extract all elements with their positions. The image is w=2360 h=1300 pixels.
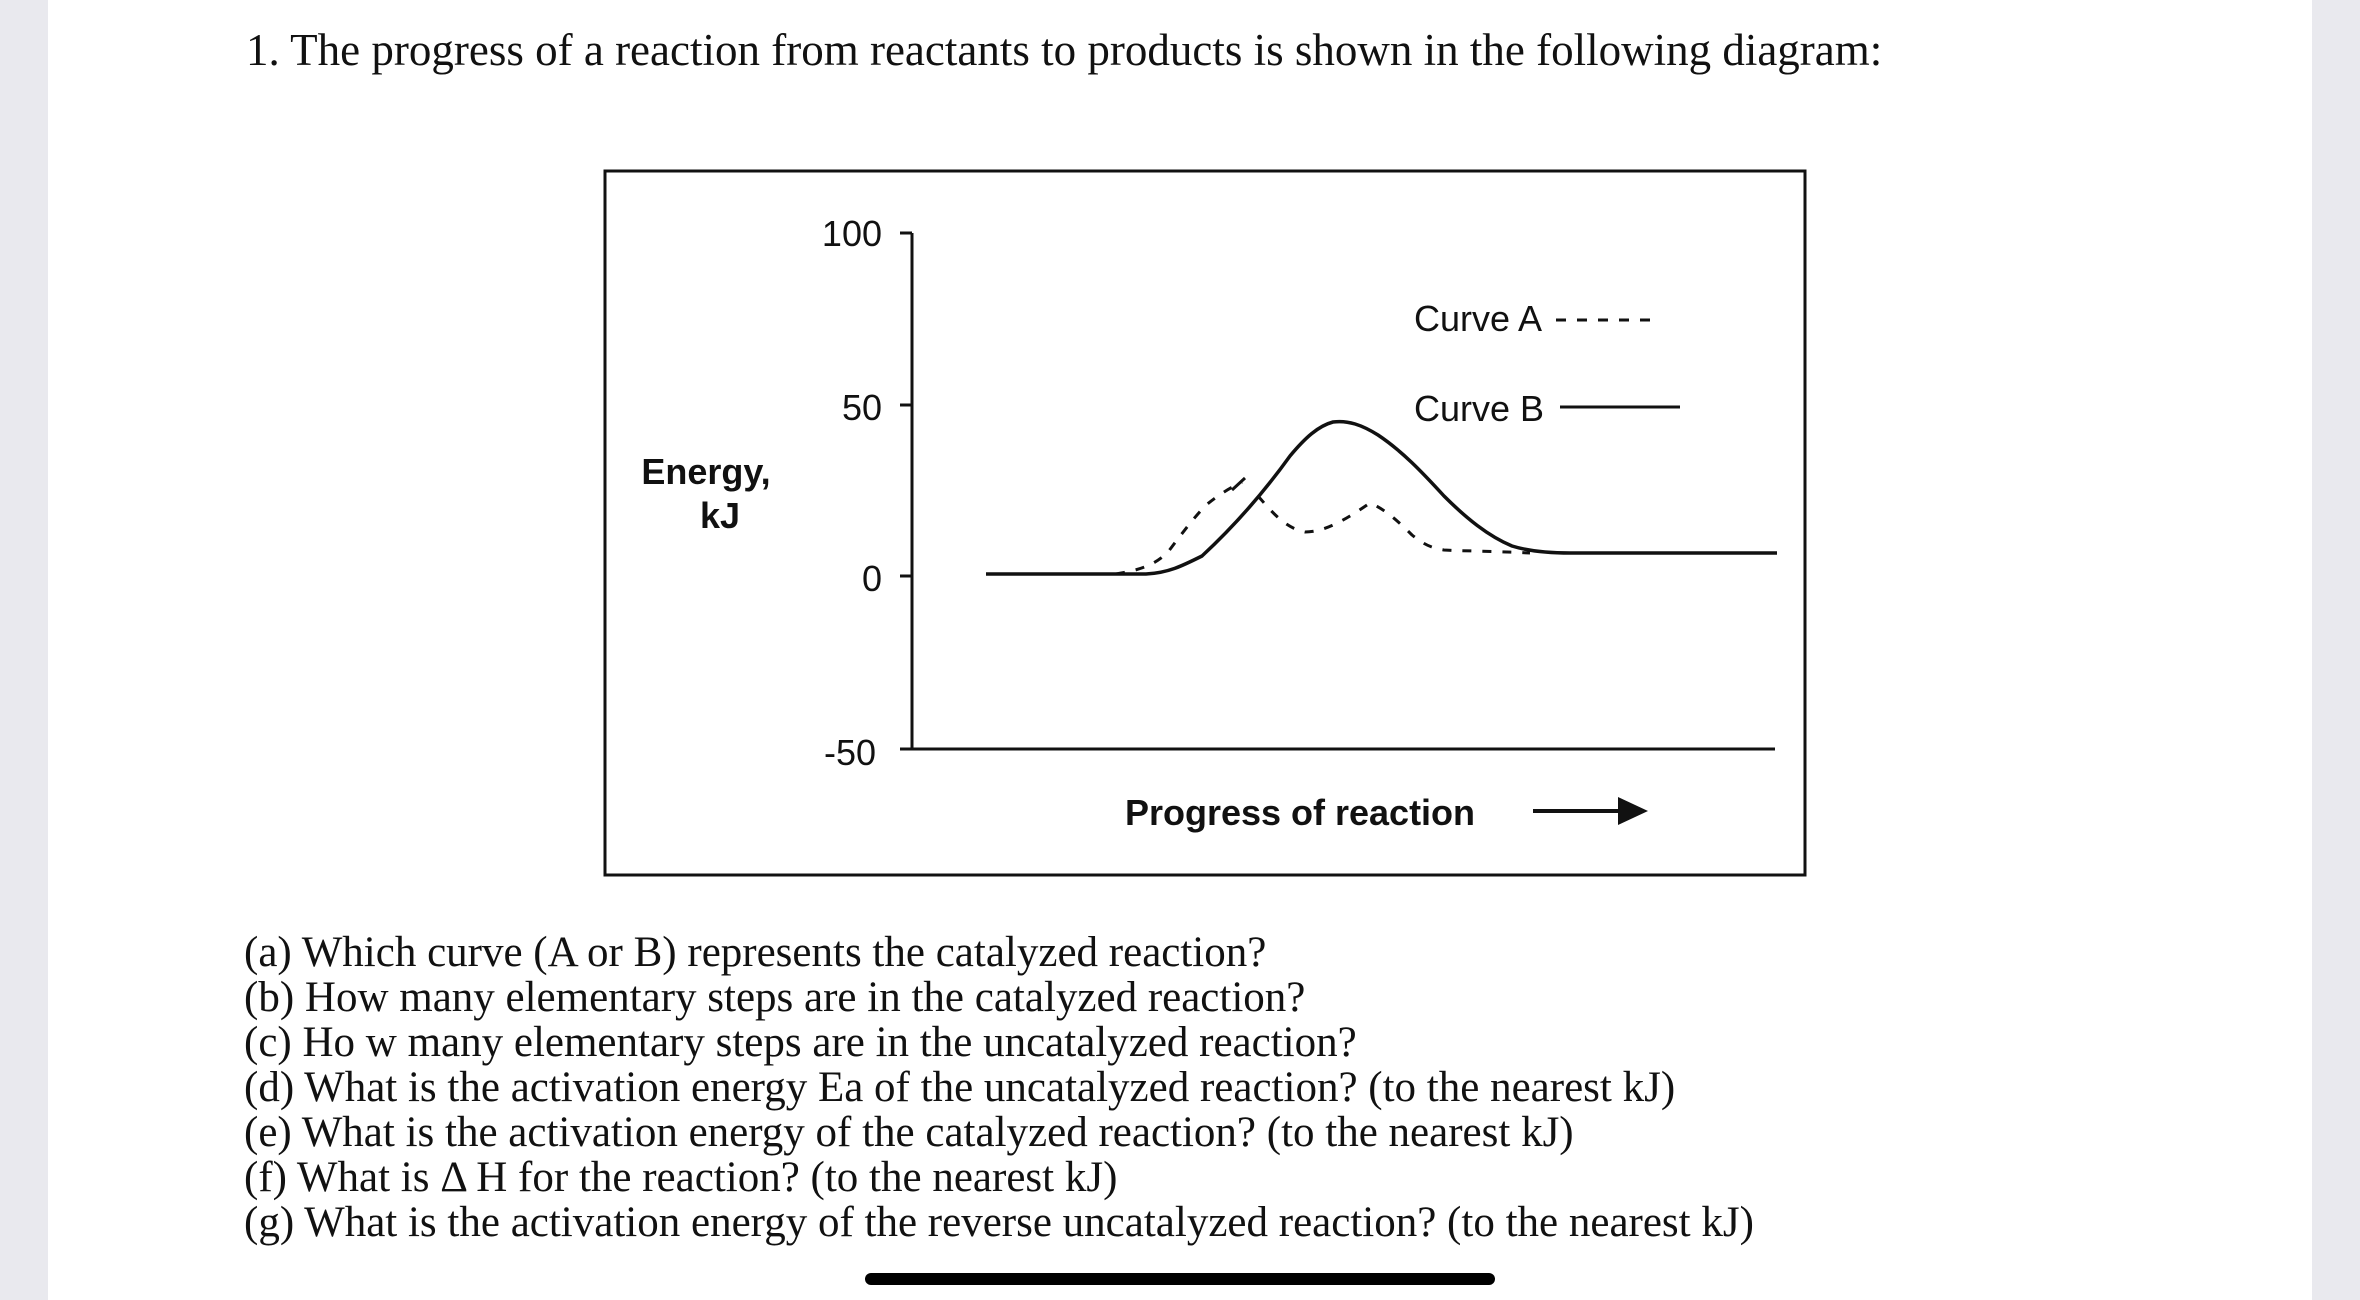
question-item-b: (b) How many elementary steps are in the… xyxy=(244,974,1306,1021)
question-list: (a) Which curve (A or B) represents the … xyxy=(244,930,1754,1245)
question-item-f: (f) What is Δ H for the reaction? (to th… xyxy=(244,1154,1118,1201)
question-title: 1. The progress of a reaction from react… xyxy=(246,25,1883,75)
question-item-d: (d) What is the activation energy Ea of … xyxy=(244,1064,1676,1111)
question-item-g: (g) What is the activation energy of the… xyxy=(244,1199,1754,1246)
question-item-a: (a) Which curve (A or B) represents the … xyxy=(244,929,1267,976)
question-item-c: (c) Ho w many elementary steps are in th… xyxy=(244,1019,1357,1066)
question-item-e: (e) What is the activation energy of the… xyxy=(244,1109,1574,1156)
home-indicator-bar[interactable] xyxy=(865,1273,1495,1285)
